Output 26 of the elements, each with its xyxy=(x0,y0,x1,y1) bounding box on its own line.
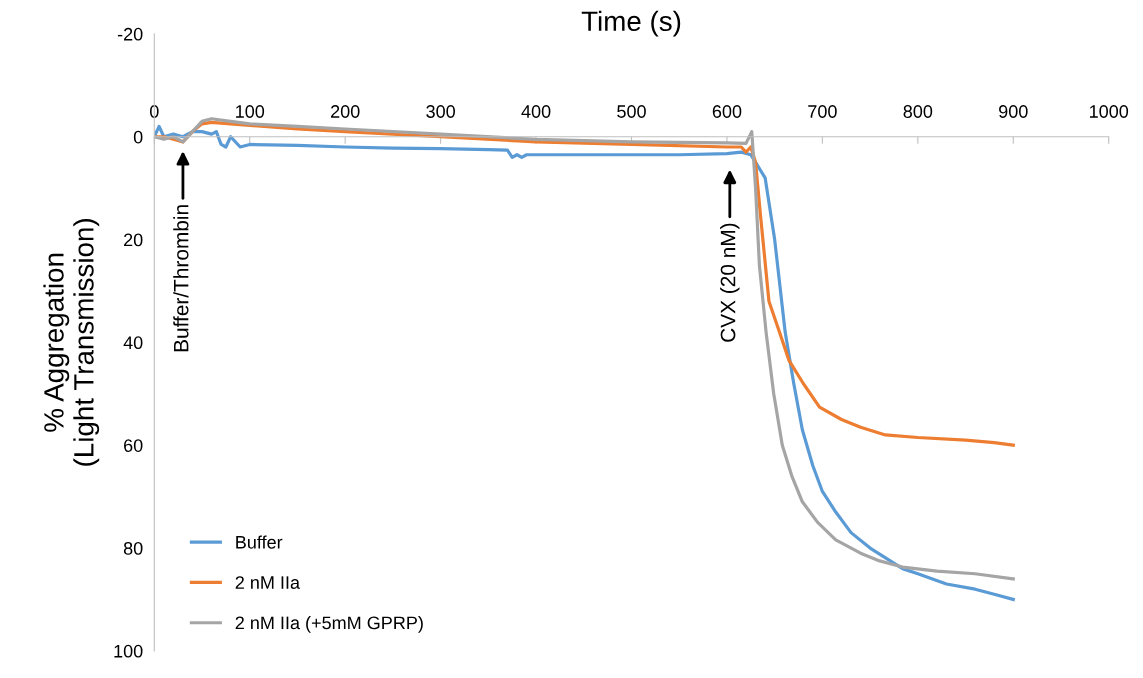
annotation: CVX (20 nM) xyxy=(720,223,740,342)
y-tick-label: 40 xyxy=(123,336,143,350)
y-tick-label: 80 xyxy=(123,541,143,555)
y-tick-label: -20 xyxy=(117,27,143,41)
y-tick-label: 20 xyxy=(124,233,143,247)
annotation: Buffer/Thrombin xyxy=(173,205,189,352)
x-tick-label: 300 xyxy=(426,105,455,118)
y-axis-title: % Aggregation (Light Transmission) xyxy=(43,219,100,466)
legend-label: Buffer xyxy=(236,535,283,549)
legend-label: 2 nM IIa xyxy=(235,576,301,589)
x-tick-label: 200 xyxy=(331,105,360,118)
y-tick-label: 60 xyxy=(124,439,143,452)
x-tick-label: 800 xyxy=(903,105,933,118)
y-tick-label: 100 xyxy=(114,644,143,658)
y-tick-label: 0 xyxy=(133,130,143,144)
x-tick-label: 700 xyxy=(808,105,837,118)
x-tick-label: 600 xyxy=(712,105,742,118)
x-tick-label: 1000 xyxy=(1090,105,1129,118)
legend-label: 2 nM IIa (+5mM GPRP) xyxy=(235,615,423,633)
x-tick-label: 500 xyxy=(617,105,646,118)
x-tick-label: 0 xyxy=(149,105,159,118)
x-tick-label: 400 xyxy=(521,105,551,118)
x-tick-label: 100 xyxy=(236,105,265,118)
x-axis-title: Time (s) xyxy=(581,10,681,37)
line-series xyxy=(154,120,1015,447)
x-tick-label: 900 xyxy=(999,105,1028,118)
